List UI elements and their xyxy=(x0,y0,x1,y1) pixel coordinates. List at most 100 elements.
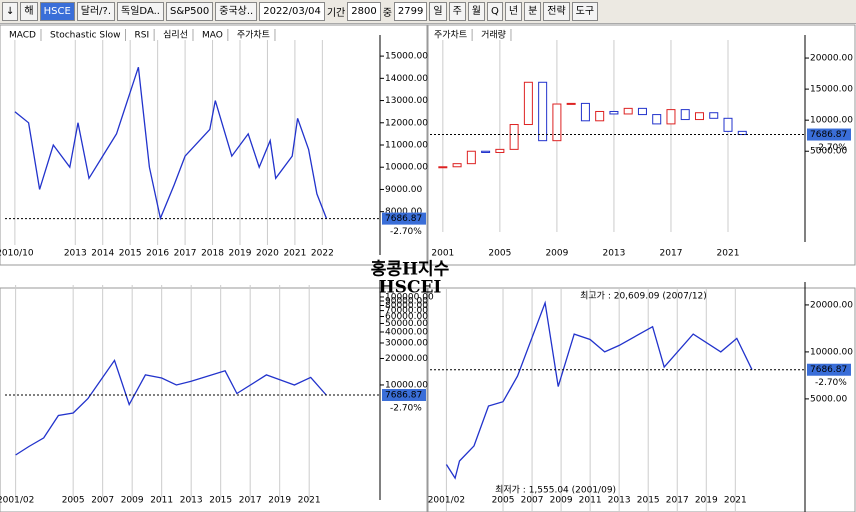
toolbar-button[interactable]: 일 xyxy=(429,2,447,21)
candle xyxy=(680,109,690,121)
candle xyxy=(623,107,633,115)
current-price-box xyxy=(807,128,851,141)
y-tick-label: 70000.00 xyxy=(385,306,428,316)
toolbar-label: 중 xyxy=(382,8,392,19)
toolbar-button[interactable]: 분 xyxy=(524,2,542,21)
current-price-label: 7686.87 xyxy=(385,391,422,401)
toolbar-button[interactable]: 독일DA.. xyxy=(117,2,164,21)
tab-label[interactable]: Stochastic Slow xyxy=(50,31,121,41)
current-price-label: 7686.87 xyxy=(385,214,422,224)
candle xyxy=(609,110,619,115)
x-tick-label: 2017 xyxy=(239,496,262,506)
toolbar-button[interactable]: 주 xyxy=(448,2,466,21)
tab-label[interactable]: MAO xyxy=(202,31,223,41)
current-price-box xyxy=(382,389,426,402)
x-tick-label: 2017 xyxy=(660,249,683,259)
toolbar-button[interactable]: 년 xyxy=(504,2,523,21)
x-tick-label: 2010/10 xyxy=(0,249,34,259)
toolbar-button[interactable]: ↓ xyxy=(2,2,19,21)
x-tick-label: 2015 xyxy=(209,496,232,506)
x-tick-label: 2014 xyxy=(91,249,114,259)
x-tick-label: 2018 xyxy=(201,249,224,259)
toolbar-button[interactable]: 2022/03/04 xyxy=(259,2,325,21)
x-tick-label: 2005 xyxy=(492,496,515,506)
candle xyxy=(466,150,476,165)
candle xyxy=(580,102,590,122)
y-tick-label: 10000.00 xyxy=(385,380,428,390)
toolbar-button[interactable]: 도구 xyxy=(571,2,599,21)
toolbar-button[interactable]: 해 xyxy=(20,2,38,21)
x-tick-label: 2011 xyxy=(579,496,602,506)
x-tick-label: 2015 xyxy=(119,249,142,259)
candle xyxy=(509,124,519,150)
x-tick-label: 2013 xyxy=(608,496,631,506)
toolbar-button[interactable]: S&P500 xyxy=(165,2,214,21)
tab-label[interactable]: 주가차트 xyxy=(237,29,270,41)
x-tick-label: 2001/02 xyxy=(428,496,465,506)
price-line xyxy=(15,358,327,456)
x-tick-label: 2001 xyxy=(431,249,454,259)
high-annotation: 최고가 : 20,609.09 (2007/12) xyxy=(580,290,707,301)
low-annotation: 최저가 : 1,555.04 (2001/09) xyxy=(495,485,616,496)
tab-label[interactable]: 거래량 xyxy=(481,29,506,41)
x-tick-label: 2007 xyxy=(91,496,114,506)
y-tick-label: 20000.00 xyxy=(810,54,853,64)
toolbar-button[interactable]: 2800 xyxy=(347,2,381,21)
y-tick-label: 14000.00 xyxy=(385,74,428,84)
current-price-box xyxy=(807,363,851,376)
x-tick-label: 2005 xyxy=(488,249,511,259)
toolbar-label: 기간 xyxy=(326,8,346,19)
tab-label[interactable]: MACD xyxy=(9,31,36,41)
candle xyxy=(481,150,491,153)
y-tick-label: 10000.00 xyxy=(810,347,853,357)
toolbar-button[interactable]: 2799 xyxy=(393,2,428,21)
panel-frame xyxy=(427,24,856,266)
y-tick-label: 15000.00 xyxy=(810,85,853,95)
toolbar-button[interactable]: 월 xyxy=(467,2,485,21)
y-tick-label: 5000.00 xyxy=(810,394,847,404)
tab-label[interactable]: RSI xyxy=(135,31,150,41)
x-tick-label: 2021 xyxy=(717,249,740,259)
price-line xyxy=(14,66,328,221)
x-tick-label: 2011 xyxy=(150,496,173,506)
candle xyxy=(694,112,704,121)
y-tick-label: 13000.00 xyxy=(385,96,428,106)
change-label: -2.70% xyxy=(815,143,847,153)
toolbar-button[interactable]: Q xyxy=(486,2,503,21)
tab-label[interactable]: 주가차트 xyxy=(434,29,467,41)
x-tick-label: 2019 xyxy=(695,496,718,506)
x-tick-label: 2021 xyxy=(724,496,747,506)
tab-label[interactable]: 심리선 xyxy=(163,30,188,41)
x-tick-label: 2007 xyxy=(521,496,544,506)
toolbar-button[interactable]: HSCE xyxy=(39,2,75,21)
candle xyxy=(566,102,576,105)
y-tick-label: 10000.00 xyxy=(810,116,853,126)
y-tick-label: 8000.00 xyxy=(385,207,422,217)
x-tick-label: 2013 xyxy=(180,496,203,506)
price-line xyxy=(445,300,753,480)
x-tick-label: 2015 xyxy=(637,496,660,506)
candle xyxy=(652,114,662,125)
x-tick-label: 2009 xyxy=(545,249,568,259)
candle xyxy=(723,117,733,132)
panel-frame xyxy=(427,287,856,512)
candle xyxy=(552,103,562,142)
x-tick-label: 2021 xyxy=(283,249,306,259)
toolbar-button[interactable]: 중국상.. xyxy=(215,2,258,21)
y-tick-label: 11000.00 xyxy=(385,141,428,151)
y-tick-label: 100000.00 xyxy=(385,292,434,302)
y-tick-label: 12000.00 xyxy=(385,118,428,128)
toolbar-button[interactable]: 전략 xyxy=(543,2,570,21)
candle xyxy=(666,109,676,125)
toolbar-button[interactable]: 달러/?. xyxy=(76,2,116,21)
x-tick-label: 2020 xyxy=(256,249,279,259)
y-tick-label: 60000.00 xyxy=(385,312,428,322)
current-price-label: 7686.87 xyxy=(810,365,847,375)
current-price-box xyxy=(382,212,426,225)
change-label: -2.70% xyxy=(390,227,422,237)
x-tick-label: 2013 xyxy=(602,249,625,259)
y-tick-label: 50000.00 xyxy=(385,319,428,329)
x-tick-label: 2019 xyxy=(268,496,291,506)
panel-frame xyxy=(0,24,428,266)
y-tick-label: 20000.00 xyxy=(385,354,428,364)
